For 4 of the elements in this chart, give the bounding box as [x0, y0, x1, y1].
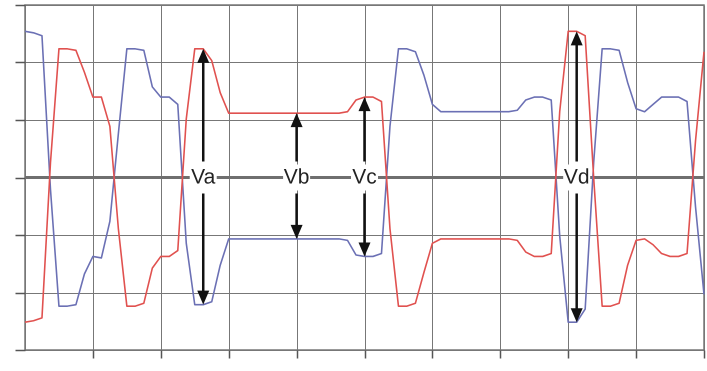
annotation: Va — [191, 166, 216, 188]
annotation: Vb — [284, 166, 310, 188]
annotation: Vd — [564, 166, 590, 188]
annotation: Vc — [352, 166, 377, 188]
